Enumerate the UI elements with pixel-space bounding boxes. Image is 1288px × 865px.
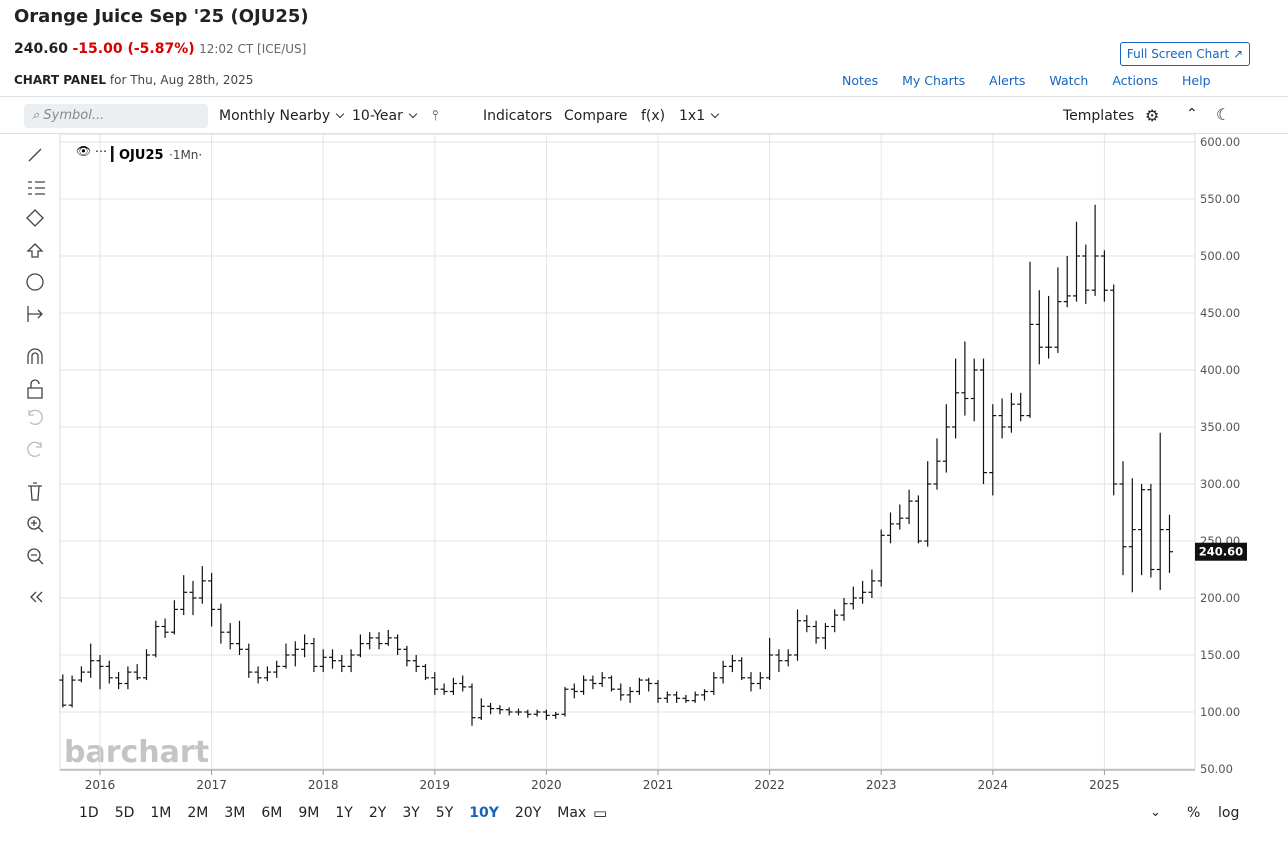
settings-icon[interactable]: ⚙ xyxy=(1145,106,1160,125)
period-button[interactable]: 10Y xyxy=(469,805,499,821)
y-tick-label: 400.00 xyxy=(1200,363,1240,377)
percent-toggle[interactable]: % xyxy=(1187,805,1201,821)
measure-tool[interactable] xyxy=(27,306,43,322)
y-tick-label: 350.00 xyxy=(1200,420,1240,434)
magnet-tool[interactable] xyxy=(27,348,43,364)
period-button[interactable]: 1M xyxy=(150,805,172,821)
period-button[interactable]: 9M xyxy=(298,805,320,821)
y-tick-label: 50.00 xyxy=(1200,762,1233,776)
x-tick-label: 2016 xyxy=(85,778,116,792)
legend-swatch xyxy=(111,146,114,162)
x-tick-label: 2023 xyxy=(866,778,897,792)
x-tick-label: 2019 xyxy=(420,778,451,792)
watermark: barchart xyxy=(64,735,209,770)
time: 12:02 CT [ICE/US] xyxy=(199,42,307,56)
collapse-icon[interactable]: ⌃ xyxy=(1186,106,1198,122)
period-button[interactable]: 20Y xyxy=(514,805,542,821)
menu-item[interactable]: Notes xyxy=(842,73,879,88)
last-price: 240.60 xyxy=(14,41,69,57)
calendar-icon[interactable]: ▭ xyxy=(593,804,608,822)
panel-date: for Thu, Aug 28th, 2025 xyxy=(109,73,254,87)
full-screen-label[interactable]: Full Screen Chart xyxy=(1126,47,1230,61)
toolbar-item[interactable]: Indicators xyxy=(483,108,553,124)
zoom-out[interactable] xyxy=(27,548,41,562)
toolbar-item[interactable]: Monthly Nearby xyxy=(219,108,343,124)
toolbar-item[interactable]: f(x) xyxy=(641,108,666,124)
period-button[interactable]: 5D xyxy=(114,805,135,821)
y-tick-label: 150.00 xyxy=(1200,648,1240,662)
x-tick-label: 2018 xyxy=(308,778,339,792)
line-tool[interactable] xyxy=(28,148,42,162)
last-price-label: 240.60 xyxy=(1199,545,1243,559)
arrow-tool[interactable] xyxy=(26,243,44,258)
menu-item[interactable]: Help xyxy=(1182,73,1211,88)
menu-item[interactable]: Actions xyxy=(1112,73,1159,88)
x-tick-label: 2017 xyxy=(196,778,227,792)
period-button[interactable]: 5Y xyxy=(435,805,454,821)
expand-icon[interactable]: ⌄ xyxy=(1150,805,1161,820)
period-bar: 1D 5D 1M 2M 3M 6M 9M 1Y 2Y 3Y 5Y 10Y 20Y Max xyxy=(79,805,586,821)
y-tick-label: 600.00 xyxy=(1200,135,1240,149)
change: -15.00 (-5.87%) xyxy=(72,41,195,57)
legend-interval: ·1Mn· xyxy=(169,148,202,162)
legend-name: OJU25 xyxy=(119,148,164,163)
quote: 240.60 -15.00 (-5.87%) 12:02 CT [ICE/US] xyxy=(14,41,306,57)
y-tick-label: 100.00 xyxy=(1200,705,1240,719)
divider xyxy=(0,96,1288,97)
last-price-marker xyxy=(1195,542,1247,561)
period-button[interactable]: 2Y xyxy=(368,805,387,821)
theme-icon[interactable]: ☾ xyxy=(1216,105,1231,124)
y-tick-label: 450.00 xyxy=(1200,306,1240,320)
shape-tool[interactable] xyxy=(26,209,44,227)
x-tick-label: 2021 xyxy=(643,778,674,792)
panel-info: CHART PANEL for Thu, Aug 28th, 2025 xyxy=(14,73,253,87)
period-button[interactable]: 3Y xyxy=(402,805,420,821)
period-button[interactable]: 2M xyxy=(187,805,209,821)
bar-type-icon[interactable]: ⫯ xyxy=(432,108,439,124)
delete-tool[interactable] xyxy=(28,482,42,501)
zoom-in[interactable] xyxy=(27,516,41,530)
period-button[interactable]: Max xyxy=(557,805,587,821)
undo-tool[interactable] xyxy=(28,409,43,425)
period-button[interactable]: 6M xyxy=(261,805,283,821)
lock-tool[interactable] xyxy=(27,379,43,399)
eye-icon[interactable]: 👁 ⋯ xyxy=(76,144,107,158)
templates[interactable]: Templates xyxy=(1063,108,1135,124)
menu: Notes My Charts Alerts Watch Actions Help xyxy=(842,73,1211,88)
x-tick-label: 2024 xyxy=(978,778,1009,792)
log-toggle[interactable]: log xyxy=(1218,805,1240,821)
plot-area xyxy=(59,133,1196,771)
menu-item[interactable]: Alerts xyxy=(989,73,1026,88)
toolbar-item[interactable]: 1x1 xyxy=(679,108,718,124)
full-screen-button[interactable]: Full Screen Chart ↗ xyxy=(1120,42,1250,66)
collapse-panel[interactable] xyxy=(30,591,43,603)
symbol-placeholder[interactable]: Symbol... xyxy=(43,108,105,123)
x-tick-label: 2025 xyxy=(1089,778,1120,792)
label-tool[interactable] xyxy=(26,273,44,291)
y-tick-label: 500.00 xyxy=(1200,249,1240,263)
toolbar-item[interactable]: Compare xyxy=(564,108,628,124)
menu-item[interactable]: Watch xyxy=(1049,73,1089,88)
menu-item[interactable]: My Charts xyxy=(902,73,966,88)
panel-label: CHART PANEL xyxy=(14,73,107,87)
toolbar-item[interactable]: 10-Year xyxy=(352,108,416,124)
period-button[interactable]: 1Y xyxy=(335,805,353,821)
redo-tool[interactable] xyxy=(27,441,42,457)
fib-tool[interactable] xyxy=(28,181,45,195)
period-button[interactable]: 1D xyxy=(79,805,99,821)
symbol-search[interactable]: ⌕ Symbol... xyxy=(24,104,208,128)
title: Orange Juice Sep '25 (OJU25) xyxy=(14,6,309,27)
y-tick-label: 200.00 xyxy=(1200,591,1240,605)
period-button[interactable]: 3M xyxy=(224,805,246,821)
chart: barchart 👁 ⋯ OJU25 ·1Mn· 50.00 100.00 150.… xyxy=(59,133,1247,792)
y-tick-label: 550.00 xyxy=(1200,192,1240,206)
x-tick-label: 2020 xyxy=(531,778,562,792)
x-tick-label: 2022 xyxy=(754,778,785,792)
drawing-tools xyxy=(26,148,45,603)
y-tick-label: 300.00 xyxy=(1200,477,1240,491)
